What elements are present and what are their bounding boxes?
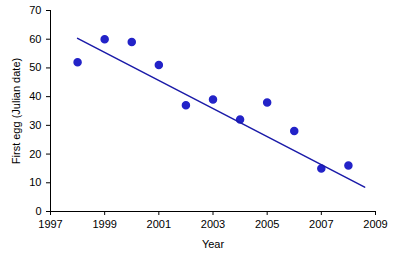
svg-text:50: 50 (29, 61, 41, 73)
svg-text:Year: Year (202, 238, 225, 250)
svg-text:2005: 2005 (255, 218, 279, 230)
svg-text:10: 10 (29, 176, 41, 188)
svg-text:2003: 2003 (201, 218, 225, 230)
svg-text:60: 60 (29, 33, 41, 45)
svg-text:40: 40 (29, 90, 41, 102)
svg-text:2009: 2009 (363, 218, 387, 230)
svg-text:2001: 2001 (147, 218, 171, 230)
svg-text:30: 30 (29, 119, 41, 131)
svg-text:70: 70 (29, 4, 41, 16)
svg-text:2007: 2007 (309, 218, 333, 230)
svg-text:1999: 1999 (92, 218, 116, 230)
svg-text:0: 0 (35, 205, 41, 217)
svg-text:20: 20 (29, 148, 41, 160)
svg-text:1997: 1997 (38, 218, 62, 230)
svg-text:First egg (Julian date): First egg (Julian date) (10, 58, 22, 164)
